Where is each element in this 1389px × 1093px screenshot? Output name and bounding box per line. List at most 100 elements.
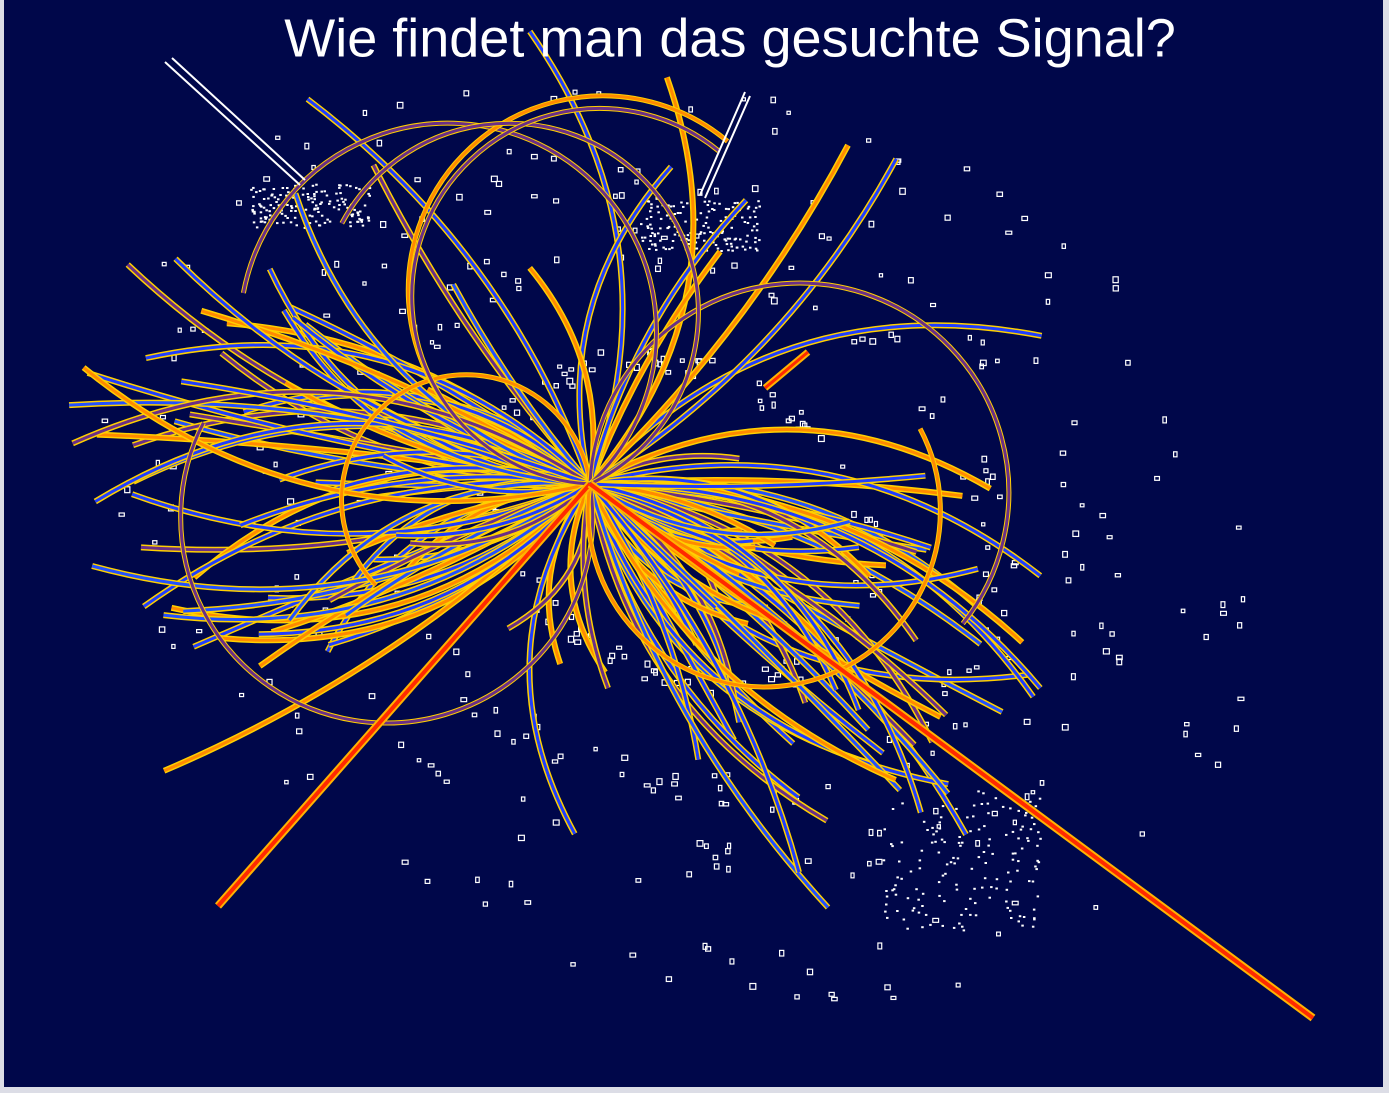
cluster-hit bbox=[646, 218, 649, 220]
cluster-hit bbox=[898, 861, 901, 863]
cluster-hit bbox=[929, 924, 932, 926]
cluster-hit bbox=[1032, 881, 1035, 883]
cluster-hit bbox=[921, 905, 924, 907]
cluster-hit bbox=[317, 207, 320, 209]
cluster-hit bbox=[987, 812, 990, 814]
cluster-hit bbox=[315, 191, 318, 193]
cluster-hit bbox=[963, 929, 966, 931]
cluster-hit bbox=[344, 203, 347, 205]
cluster-hit bbox=[324, 222, 327, 224]
cluster-hit bbox=[260, 217, 263, 219]
cluster-hit bbox=[1028, 880, 1031, 882]
cluster-hit bbox=[961, 842, 964, 844]
cluster-hit bbox=[960, 914, 963, 916]
cluster-hit bbox=[943, 900, 946, 902]
cluster-hit bbox=[312, 185, 315, 187]
cluster-hit bbox=[649, 224, 652, 226]
cluster-hit bbox=[687, 234, 690, 236]
cluster-hit bbox=[309, 215, 312, 217]
cluster-hit bbox=[940, 816, 943, 818]
cluster-hit bbox=[950, 861, 953, 863]
cluster-hit bbox=[756, 229, 759, 231]
cluster-hit bbox=[1023, 916, 1026, 918]
cluster-hit bbox=[741, 217, 744, 219]
cluster-hit bbox=[942, 805, 945, 807]
cluster-hit bbox=[952, 857, 955, 859]
cluster-hit bbox=[269, 214, 272, 216]
cluster-hit bbox=[679, 212, 682, 214]
cluster-hit bbox=[707, 227, 710, 229]
cluster-hit bbox=[307, 193, 310, 195]
cluster-hit bbox=[250, 189, 253, 191]
cluster-hit bbox=[648, 201, 651, 203]
cluster-hit bbox=[983, 851, 986, 853]
cluster-hit bbox=[252, 211, 255, 213]
cluster-hit bbox=[985, 862, 988, 864]
cluster-hit bbox=[944, 873, 947, 875]
cluster-hit bbox=[660, 218, 663, 220]
cluster-hit bbox=[759, 206, 762, 208]
cluster-hit bbox=[884, 911, 887, 913]
cluster-hit bbox=[1012, 853, 1015, 855]
cluster-hit bbox=[720, 250, 723, 252]
cluster-hit bbox=[923, 821, 926, 823]
cluster-hit bbox=[938, 852, 941, 854]
cluster-hit bbox=[1021, 925, 1024, 927]
cluster-hit bbox=[644, 237, 647, 239]
cluster-hit bbox=[282, 222, 285, 224]
cluster-hit bbox=[1002, 806, 1005, 808]
cluster-hit bbox=[1025, 812, 1028, 814]
cluster-hit bbox=[709, 231, 712, 233]
cluster-hit bbox=[673, 205, 676, 207]
cluster-hit bbox=[981, 803, 984, 805]
cluster-hit bbox=[883, 859, 886, 861]
cluster-hit bbox=[1033, 909, 1036, 911]
cluster-hit bbox=[284, 215, 287, 217]
cluster-hit bbox=[1029, 801, 1032, 803]
cluster-hit bbox=[263, 188, 266, 190]
cluster-hit bbox=[1030, 828, 1033, 830]
cluster-hit bbox=[1037, 831, 1040, 833]
cluster-hit bbox=[287, 191, 290, 193]
cluster-hit bbox=[1020, 829, 1023, 831]
cluster-hit bbox=[727, 238, 730, 240]
cluster-hit bbox=[677, 212, 680, 214]
cluster-hit bbox=[255, 191, 258, 193]
cluster-hit bbox=[706, 217, 709, 219]
cluster-hit bbox=[642, 240, 645, 242]
cluster-hit bbox=[974, 902, 977, 904]
cluster-hit bbox=[286, 187, 289, 189]
cluster-hit bbox=[294, 217, 297, 219]
cluster-hit bbox=[1039, 798, 1042, 800]
cluster-hit bbox=[665, 248, 668, 250]
cluster-hit bbox=[650, 216, 653, 218]
cluster-hit bbox=[268, 210, 271, 212]
cluster-hit bbox=[745, 241, 748, 243]
cluster-hit bbox=[725, 240, 728, 242]
cluster-hit bbox=[901, 802, 904, 804]
cluster-hit bbox=[915, 888, 918, 890]
cluster-hit bbox=[747, 222, 750, 224]
cluster-hit bbox=[975, 914, 978, 916]
cluster-hit bbox=[754, 241, 757, 243]
cluster-hit bbox=[311, 215, 314, 217]
cluster-hit bbox=[1027, 840, 1030, 842]
cluster-hit bbox=[346, 184, 349, 186]
cluster-hit bbox=[353, 209, 356, 211]
cluster-hit bbox=[756, 250, 759, 252]
cluster-hit bbox=[659, 240, 662, 242]
cluster-hit bbox=[357, 214, 360, 216]
cluster-hit bbox=[1012, 859, 1015, 861]
cluster-hit bbox=[988, 838, 991, 840]
cluster-hit bbox=[351, 215, 354, 217]
cluster-hit bbox=[265, 209, 268, 211]
cluster-hit bbox=[357, 221, 360, 223]
cluster-hit bbox=[312, 201, 315, 203]
cluster-hit bbox=[885, 904, 888, 906]
cluster-hit bbox=[1018, 920, 1021, 922]
cluster-hit bbox=[264, 221, 267, 223]
cluster-hit bbox=[265, 218, 268, 220]
cluster-hit bbox=[755, 248, 758, 250]
cluster-hit bbox=[359, 211, 362, 213]
cluster-hit bbox=[1034, 866, 1037, 868]
